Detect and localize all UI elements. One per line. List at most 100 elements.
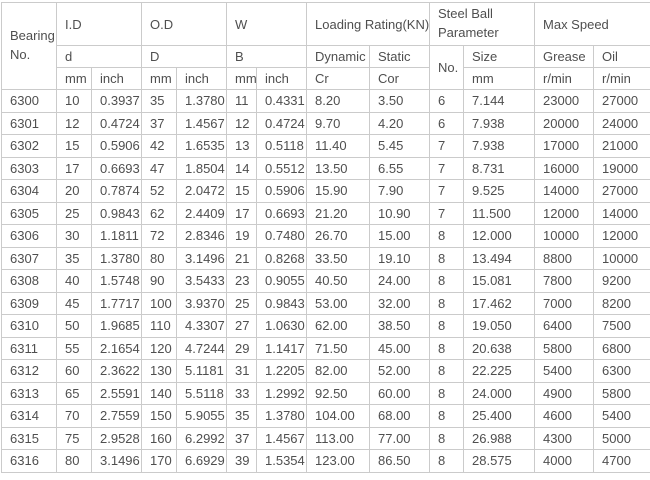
table-cell: 6 xyxy=(430,90,464,113)
table-cell: 7500 xyxy=(594,315,650,338)
table-cell: 0.4331 xyxy=(257,90,307,113)
bearing-no-cell: 6312 xyxy=(2,360,57,383)
table-cell: 33.50 xyxy=(307,247,370,270)
header-unit-row: mm inch mm inch mm inch Cr Cor mm r/min … xyxy=(2,68,650,90)
table-cell: 2.3622 xyxy=(92,360,142,383)
table-cell: 60 xyxy=(57,360,92,383)
table-cell: 33 xyxy=(227,382,257,405)
table-cell: 62.00 xyxy=(307,315,370,338)
table-cell: 82.00 xyxy=(307,360,370,383)
table-cell: 1.4567 xyxy=(257,427,307,450)
header-group-w: W xyxy=(227,3,307,46)
table-cell: 45 xyxy=(57,292,92,315)
header-sub-B: B xyxy=(227,46,307,68)
table-cell: 5800 xyxy=(594,382,650,405)
header-unit-od-mm: mm xyxy=(142,68,177,90)
table-cell: 65 xyxy=(57,382,92,405)
table-cell: 21000 xyxy=(594,135,650,158)
table-cell: 4600 xyxy=(535,405,594,428)
table-cell: 8 xyxy=(430,247,464,270)
table-cell: 0.9055 xyxy=(257,270,307,293)
table-cell: 27000 xyxy=(594,180,650,203)
table-cell: 12.000 xyxy=(464,225,535,248)
table-cell: 25 xyxy=(227,292,257,315)
table-cell: 62 xyxy=(142,202,177,225)
table-cell: 24000 xyxy=(594,112,650,135)
table-cell: 7 xyxy=(430,180,464,203)
header-sub-dynamic: Dynamic xyxy=(307,46,370,68)
bearing-no-cell: 6304 xyxy=(2,180,57,203)
bearing-no-cell: 6307 xyxy=(2,247,57,270)
table-cell: 1.7717 xyxy=(92,292,142,315)
table-cell: 5400 xyxy=(594,405,650,428)
table-cell: 8 xyxy=(430,315,464,338)
table-cell: 5400 xyxy=(535,360,594,383)
header-unit-oil-rmin: r/min xyxy=(594,68,650,90)
table-cell: 52.00 xyxy=(370,360,430,383)
table-cell: 72 xyxy=(142,225,177,248)
header-group-max-speed: Max Speed xyxy=(535,3,650,46)
table-cell: 7800 xyxy=(535,270,594,293)
table-cell: 90 xyxy=(142,270,177,293)
table-cell: 2.8346 xyxy=(177,225,227,248)
table-cell: 12 xyxy=(57,112,92,135)
table-cell: 8800 xyxy=(535,247,594,270)
table-cell: 0.8268 xyxy=(257,247,307,270)
table-cell: 13.494 xyxy=(464,247,535,270)
header-sub-size: Size xyxy=(464,46,535,68)
table-cell: 92.50 xyxy=(307,382,370,405)
table-cell: 1.2205 xyxy=(257,360,307,383)
table-cell: 35 xyxy=(57,247,92,270)
bearing-no-cell: 6301 xyxy=(2,112,57,135)
header-group-loading-rating: Loading Rating(KN) xyxy=(307,3,430,46)
table-cell: 5000 xyxy=(594,427,650,450)
table-cell: 21 xyxy=(227,247,257,270)
table-cell: 75 xyxy=(57,427,92,450)
header-unit-cor: Cor xyxy=(370,68,430,90)
table-cell: 1.3780 xyxy=(177,90,227,113)
table-cell: 8 xyxy=(430,360,464,383)
table-cell: 24.00 xyxy=(370,270,430,293)
header-group-id: I.D xyxy=(57,3,142,46)
table-cell: 7.938 xyxy=(464,112,535,135)
table-cell: 37 xyxy=(142,112,177,135)
table-cell: 38.50 xyxy=(370,315,430,338)
table-cell: 8 xyxy=(430,292,464,315)
table-cell: 35 xyxy=(227,405,257,428)
table-cell: 11 xyxy=(227,90,257,113)
table-cell: 7000 xyxy=(535,292,594,315)
table-cell: 25.400 xyxy=(464,405,535,428)
table-cell: 2.5591 xyxy=(92,382,142,405)
table-cell: 52 xyxy=(142,180,177,203)
table-cell: 6.2992 xyxy=(177,427,227,450)
table-cell: 47 xyxy=(142,157,177,180)
table-cell: 7 xyxy=(430,135,464,158)
header-unit-id-mm: mm xyxy=(57,68,92,90)
table-cell: 11.40 xyxy=(307,135,370,158)
header-unit-id-inch: inch xyxy=(92,68,142,90)
table-cell: 1.3780 xyxy=(257,405,307,428)
table-cell: 8.731 xyxy=(464,157,535,180)
table-cell: 27000 xyxy=(594,90,650,113)
table-cell: 0.4724 xyxy=(92,112,142,135)
header-sub-static: Static xyxy=(370,46,430,68)
table-cell: 8200 xyxy=(594,292,650,315)
table-cell: 4.20 xyxy=(370,112,430,135)
table-cell: 15.081 xyxy=(464,270,535,293)
table-cell: 30 xyxy=(57,225,92,248)
table-cell: 22.225 xyxy=(464,360,535,383)
header-sub-row: d D B Dynamic Static No. Size Grease Oil xyxy=(2,46,650,68)
table-cell: 14000 xyxy=(594,202,650,225)
